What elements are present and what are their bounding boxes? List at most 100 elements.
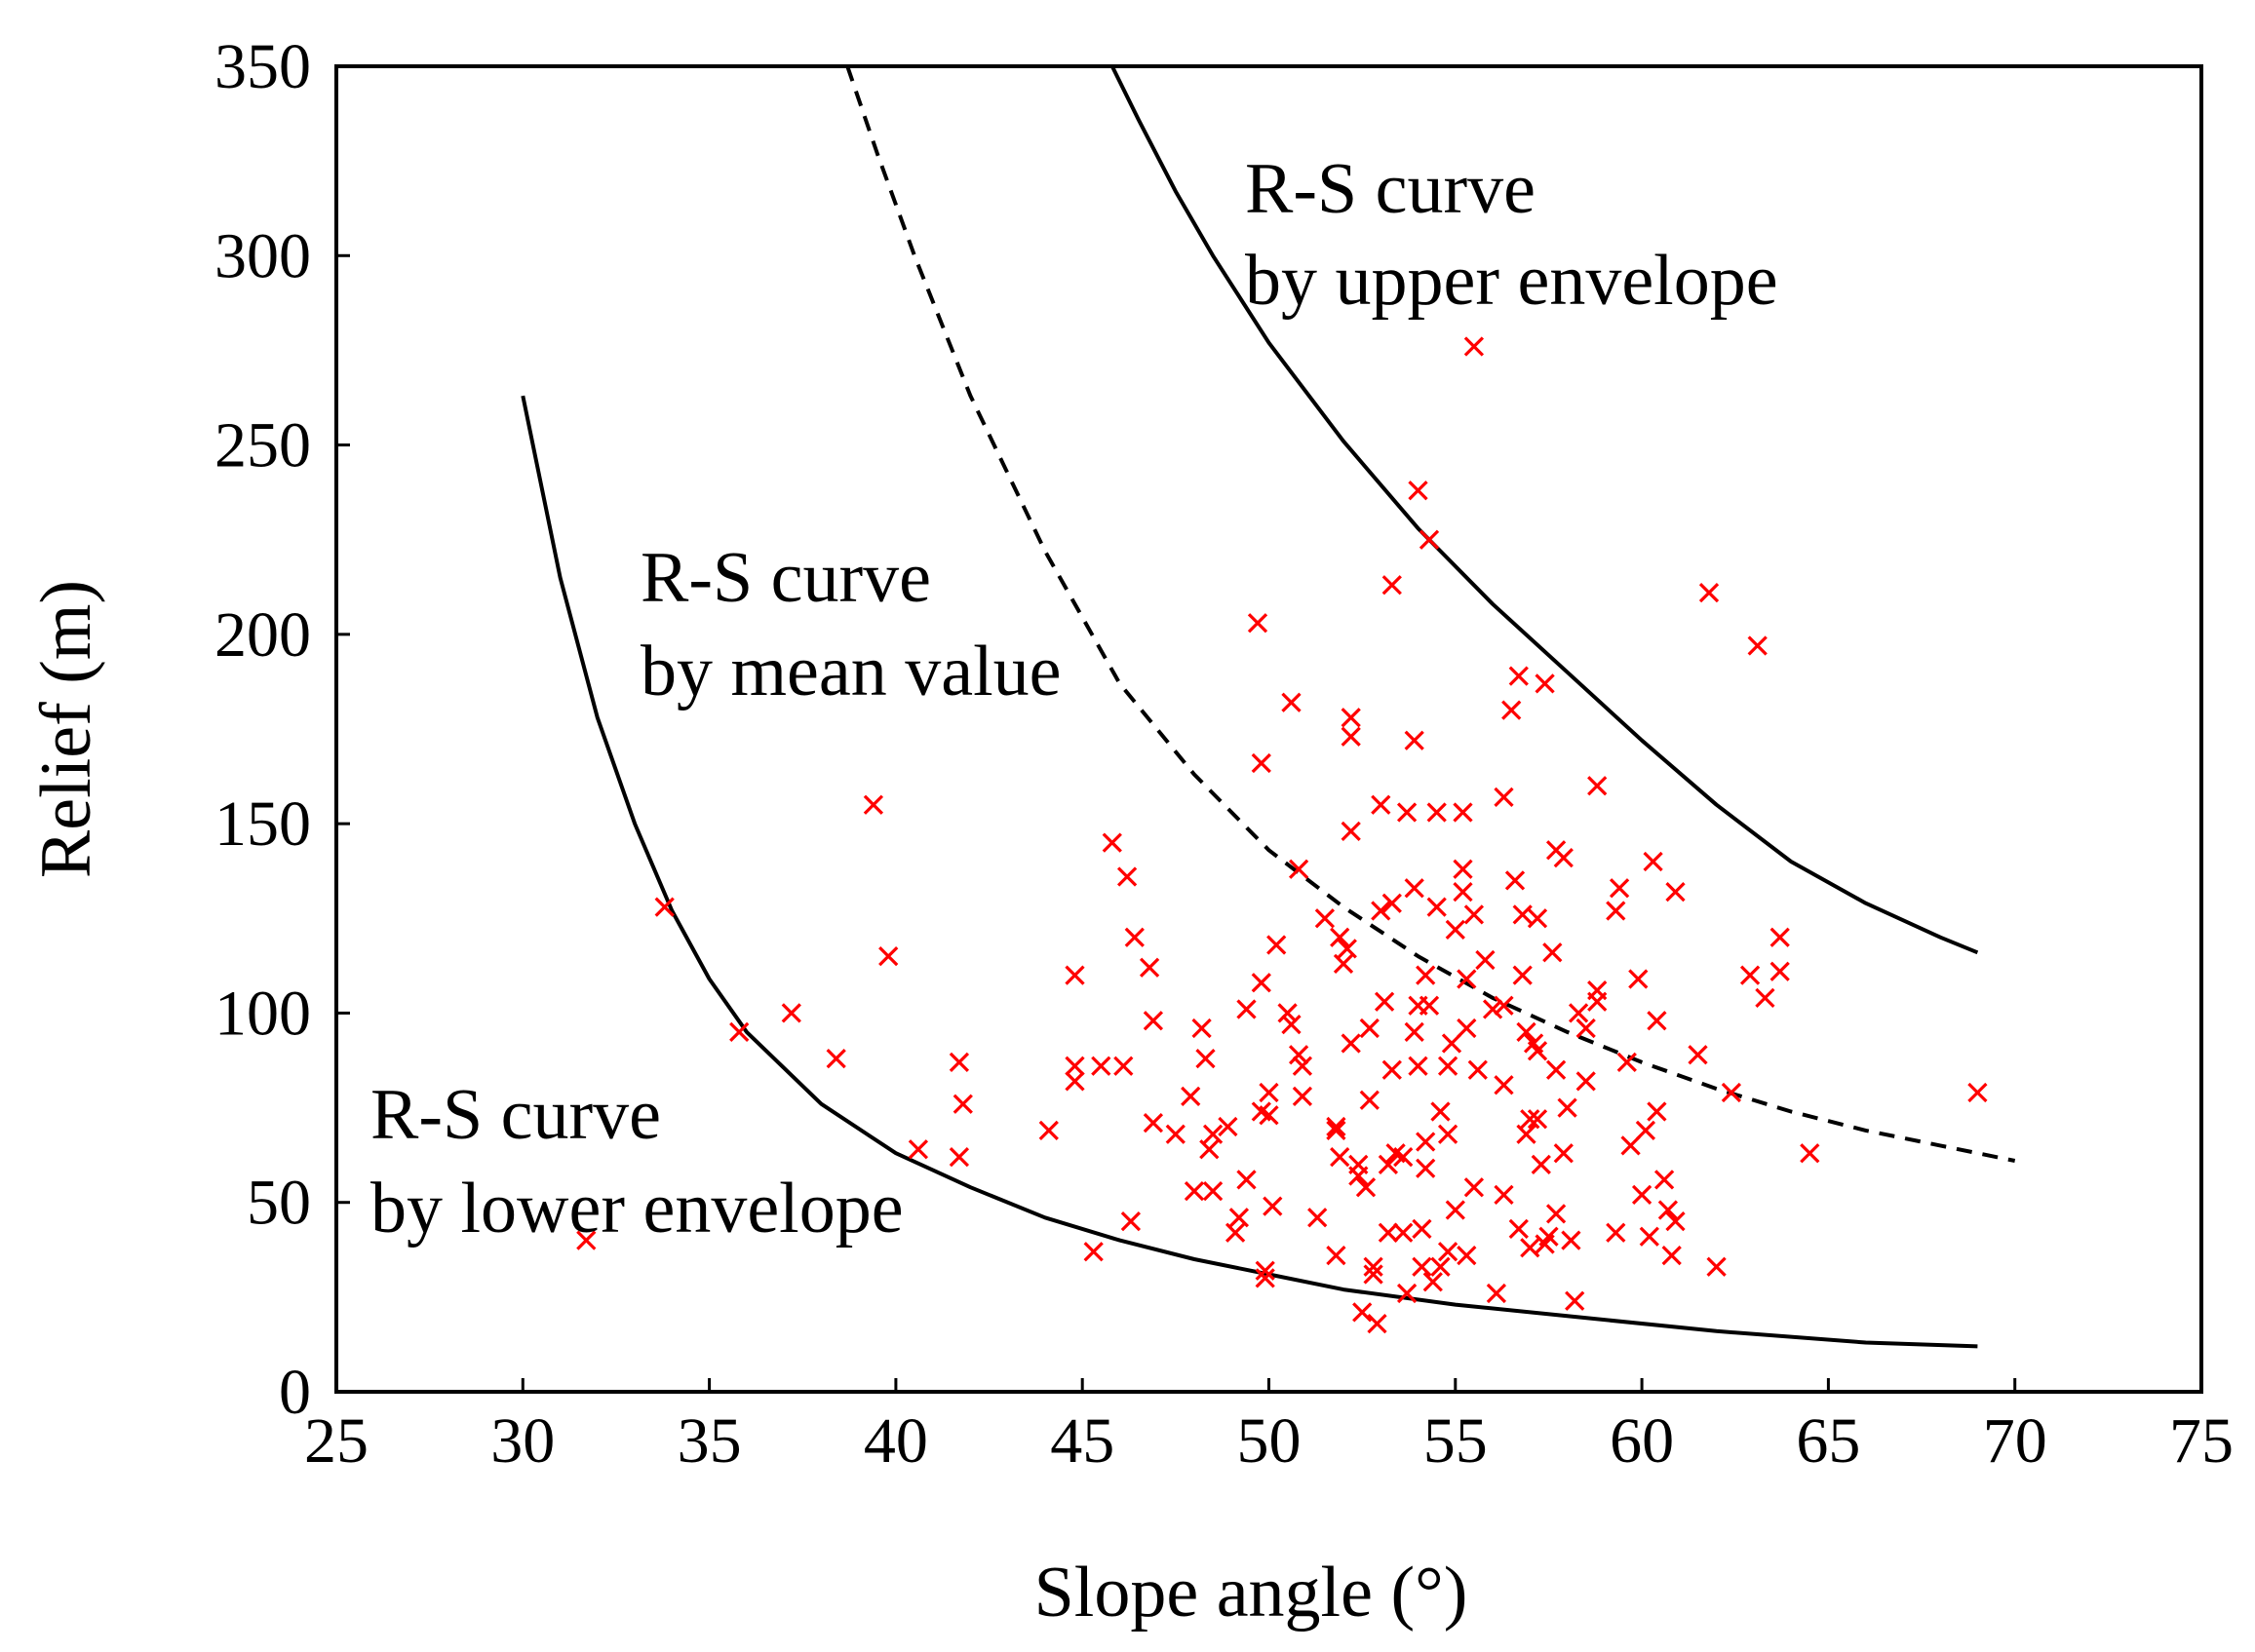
data-point [1457, 1018, 1477, 1039]
data-point [1508, 1218, 1529, 1240]
data-point [1359, 1018, 1380, 1039]
data-point [1120, 1210, 1142, 1232]
data-point [1191, 1018, 1212, 1039]
data-point [1292, 1056, 1313, 1076]
data-point [1341, 1033, 1361, 1054]
data-point [1416, 1132, 1436, 1152]
data-point [1538, 1226, 1559, 1247]
data-point [1445, 919, 1465, 941]
data-point [1508, 666, 1529, 686]
data-point [1437, 1056, 1458, 1076]
data-point [1330, 927, 1350, 947]
data-point [1124, 927, 1145, 947]
data-point [949, 1052, 970, 1073]
x-tick-label: 55 [1423, 1405, 1488, 1477]
annotation-upper-line-1: R-S curve [1245, 149, 1536, 229]
data-point [1557, 1097, 1577, 1118]
data-point [1348, 1166, 1369, 1186]
data-point [1281, 692, 1302, 712]
data-point [1333, 953, 1354, 975]
data-point [1355, 1177, 1377, 1198]
data-point [1341, 708, 1361, 728]
x-tick-label: 75 [2169, 1405, 2234, 1477]
data-point [1065, 1071, 1085, 1092]
data-point [1139, 957, 1160, 978]
data-point [1494, 787, 1514, 808]
data-point [863, 794, 884, 815]
data-point [1661, 1245, 1682, 1266]
data-point [1259, 1105, 1279, 1126]
data-point [1038, 1120, 1059, 1141]
x-tick-label: 50 [1237, 1405, 1302, 1477]
data-point [1467, 1059, 1488, 1080]
data-point [1516, 1021, 1536, 1043]
data-point [1609, 878, 1630, 899]
data-point [1255, 1260, 1275, 1281]
data-point [1545, 1059, 1567, 1080]
data-point [781, 1003, 801, 1023]
y-tick-label: 300 [214, 220, 311, 291]
y-tick-label: 350 [214, 31, 311, 102]
data-point [1341, 726, 1361, 747]
data-point [1281, 1014, 1302, 1035]
data-point [1647, 1101, 1667, 1122]
data-point [1202, 1180, 1224, 1202]
x-tick-label: 40 [864, 1405, 928, 1477]
y-tick-label: 150 [214, 788, 311, 860]
x-tick-label: 45 [1050, 1405, 1114, 1477]
data-point [1504, 870, 1526, 891]
data-point [1326, 1245, 1346, 1266]
data-point [1587, 776, 1608, 796]
data-point [1457, 1245, 1477, 1266]
data-point [1065, 965, 1085, 985]
data-point [1116, 866, 1138, 887]
data-point [1739, 965, 1761, 985]
data-point [1635, 1120, 1656, 1141]
curves-layer [521, 65, 2016, 1349]
annotation-lower-line-2: by lower envelope [370, 1169, 904, 1249]
data-point [1393, 1146, 1414, 1168]
data-point [1199, 1139, 1220, 1160]
data-point [1225, 1222, 1246, 1243]
data-point [1575, 1018, 1596, 1039]
data-point [1463, 1177, 1485, 1198]
data-point [1482, 999, 1503, 1019]
data-point [1218, 1116, 1238, 1137]
x-tick-label: 60 [1610, 1405, 1674, 1477]
data-point [1512, 965, 1533, 985]
data-point [1430, 1101, 1451, 1122]
data-point [1374, 991, 1395, 1012]
data-point [1568, 1003, 1589, 1023]
data-point [1065, 1056, 1085, 1076]
y-tick-label: 200 [214, 599, 311, 671]
data-point [1416, 1158, 1436, 1178]
x-axis-title: Slope angle (°) [1034, 1553, 1468, 1633]
data-point [953, 1094, 973, 1114]
data-point [1337, 939, 1357, 959]
data-point [1359, 1090, 1380, 1110]
data-point [1486, 1283, 1507, 1304]
data-point [1247, 613, 1268, 634]
data-point [1381, 575, 1402, 595]
data-point [1292, 1086, 1313, 1107]
data-point [1545, 1204, 1567, 1224]
data-point [1412, 1256, 1432, 1277]
data-point [1457, 969, 1477, 989]
data-point [1371, 794, 1391, 815]
data-point [1494, 1075, 1514, 1095]
data-point [1102, 832, 1122, 853]
data-point [949, 1146, 970, 1168]
data-point [1520, 1109, 1540, 1130]
data-point [1606, 901, 1626, 921]
data-point [1445, 1200, 1465, 1220]
data-point [1404, 878, 1424, 899]
data-point [1341, 821, 1361, 842]
data-point [1378, 1222, 1399, 1243]
data-point [1422, 1272, 1443, 1292]
data-point [1426, 802, 1447, 823]
y-tick-label: 0 [279, 1357, 311, 1428]
data-point [1426, 897, 1447, 917]
data-point [1184, 1180, 1205, 1202]
